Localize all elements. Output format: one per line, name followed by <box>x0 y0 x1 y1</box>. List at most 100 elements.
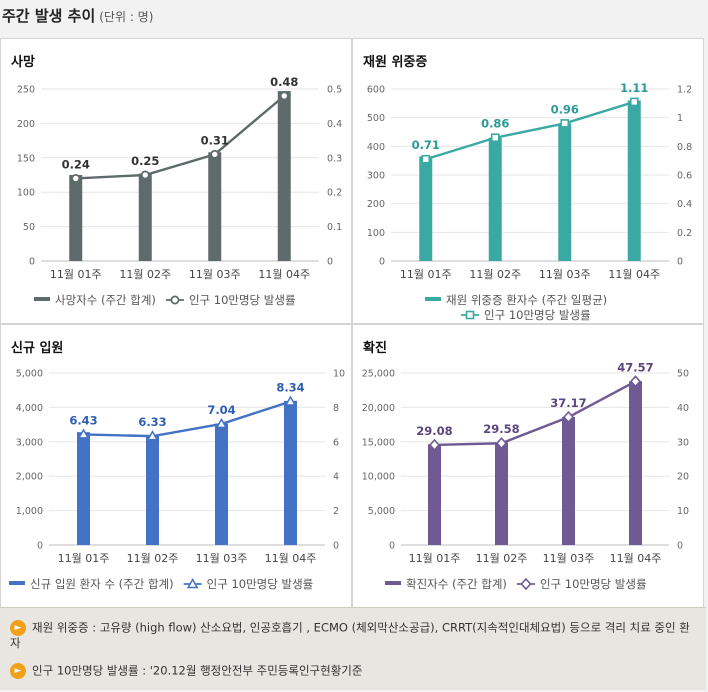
y-tick-label: 5,000 <box>368 506 395 517</box>
chart-panel-deaths: 사망 0 50 100 150 200 250 0 0.1 0.2 0.3 0.4 0.5 11월 01… <box>0 38 352 324</box>
y2-tick-label: 1 <box>677 113 683 124</box>
chart-title-critical: 재원 위중증 <box>363 55 428 70</box>
data-label: 0.71 <box>412 138 440 152</box>
x-tick-label: 11월 04주 <box>258 268 310 281</box>
y-tick-label: 20,000 <box>362 403 395 414</box>
legend-label-line: 인구 10만명당 발생률 <box>189 293 296 307</box>
bar <box>419 156 433 261</box>
chart-panel-admission: 신규 입원 0 1,000 2,000 3,000 4,000 5,000 0 2 4 6 8 10 1… <box>0 324 352 608</box>
line-marker <box>428 438 441 452</box>
y-tick-label: 600 <box>367 85 385 96</box>
x-tick-label: 11월 03주 <box>539 268 591 281</box>
legend-swatch-bar <box>9 581 25 585</box>
y2-tick-label: 50 <box>677 369 689 380</box>
y-tick-label: 0 <box>37 541 43 552</box>
line-marker <box>629 375 642 388</box>
note-critical-definition: ► 재원 위중증 : 고유량 (high flow) 산소요법, 인공호흡기 , … <box>10 620 690 650</box>
legend-label-bar: 재원 위중증 환자수 (주간 일평균) <box>446 293 607 307</box>
notes-box: ► 재원 위중증 : 고유량 (high flow) 산소요법, 인공호흡기 , … <box>0 607 706 690</box>
y-tick-label: 1,000 <box>16 506 43 517</box>
y-tick-label: 0 <box>379 257 385 268</box>
y-tick-label: 400 <box>367 142 385 153</box>
y2-tick-label: 0.4 <box>327 119 342 130</box>
speaker-icon: ► <box>10 620 26 636</box>
legend-swatch-bar <box>425 297 441 301</box>
bar <box>146 435 159 545</box>
series-line <box>83 400 291 438</box>
x-tick-label: 11월 01주 <box>50 268 102 281</box>
chart-admission: 0 1,000 2,000 3,000 4,000 5,000 0 2 4 6 8 10 11월 01주… <box>9 369 345 591</box>
y2-tick-label: 10 <box>333 369 345 380</box>
data-label: 0.48 <box>270 75 298 89</box>
y2-tick-label: 0.4 <box>677 199 692 210</box>
y-tick-label: 100 <box>17 188 35 199</box>
y-tick-label: 500 <box>367 113 385 124</box>
y-tick-label: 2,000 <box>16 472 43 483</box>
line-marker <box>629 97 639 107</box>
y2-tick-label: 0.3 <box>327 153 342 164</box>
y-tick-label: 200 <box>17 119 35 130</box>
y-tick-label: 300 <box>367 171 385 182</box>
bar <box>138 173 152 261</box>
x-tick-label: 11월 01주 <box>58 552 110 565</box>
data-label: 29.08 <box>416 424 452 438</box>
y2-tick-label: 8 <box>333 403 339 414</box>
line-marker <box>140 170 150 180</box>
y2-tick-label: 1.2 <box>677 85 692 96</box>
y2-tick-label: 4 <box>333 472 339 483</box>
chart-panel-critical: 재원 위중증 0 100 200 300 400 500 600 0 0.2 0.4 0.6 0.8 1… <box>352 38 704 324</box>
data-label: 0.86 <box>481 117 509 131</box>
y2-tick-label: 10 <box>677 506 689 517</box>
bar <box>77 432 90 545</box>
data-label: 6.33 <box>138 415 166 429</box>
y-tick-label: 100 <box>367 228 385 239</box>
y-tick-label: 250 <box>17 85 35 96</box>
legend-swatch-bar <box>34 297 50 301</box>
data-label: 47.57 <box>617 360 653 374</box>
data-label: 37.17 <box>550 396 586 410</box>
legend-label-line: 인구 10만명당 발생률 <box>484 308 591 322</box>
speaker-icon: ► <box>10 663 26 679</box>
y-tick-label: 25,000 <box>362 369 395 380</box>
bar <box>562 417 575 545</box>
y2-tick-label: 0.6 <box>677 171 692 182</box>
chart-panel-confirmed: 확진 0 5,000 10,000 15,000 20,000 25,000 0 10 20 30… <box>352 324 704 608</box>
legend-label-bar: 신규 입원 환자 수 (주간 합계) <box>30 577 174 591</box>
x-tick-label: 11월 04주 <box>265 552 317 565</box>
line-marker <box>210 149 220 159</box>
line-marker <box>215 417 228 429</box>
x-tick-label: 11월 01주 <box>409 552 461 565</box>
data-label: 0.96 <box>551 102 579 116</box>
legend-marker <box>170 295 180 305</box>
y2-tick-label: 0 <box>327 257 333 268</box>
x-tick-label: 11월 04주 <box>608 268 660 281</box>
data-label: 0.24 <box>62 157 90 171</box>
chart-title-deaths: 사망 <box>11 55 35 70</box>
x-tick-label: 11월 03주 <box>196 552 248 565</box>
legend-label-line: 인구 10만명당 발생률 <box>207 577 314 591</box>
y-tick-label: 150 <box>17 153 35 164</box>
y-tick-label: 0 <box>29 257 35 268</box>
chart-title-confirmed: 확진 <box>363 341 387 356</box>
data-label: 7.04 <box>207 403 235 417</box>
line-marker <box>279 91 289 101</box>
y-tick-label: 200 <box>367 199 385 210</box>
data-label: 0.31 <box>201 133 229 147</box>
chart-title-admission: 신규 입원 <box>11 341 64 356</box>
legend-marker <box>186 577 199 589</box>
y2-tick-label: 0.2 <box>327 188 342 199</box>
bar <box>277 91 291 261</box>
bar <box>488 137 502 261</box>
x-tick-label: 11월 02주 <box>476 552 528 565</box>
bar <box>629 381 642 545</box>
y-tick-label: 3,000 <box>16 437 43 448</box>
line-marker <box>560 119 570 128</box>
bar <box>428 444 441 545</box>
page-title: 주간 발생 추이 (단위 : 명) <box>2 7 154 25</box>
data-label: 0.25 <box>131 154 159 168</box>
line-marker <box>77 428 90 439</box>
data-label: 29.58 <box>483 422 519 436</box>
legend-label-line: 인구 10만명당 발생률 <box>540 577 647 591</box>
y2-tick-label: 40 <box>677 403 689 414</box>
bar <box>558 123 572 262</box>
